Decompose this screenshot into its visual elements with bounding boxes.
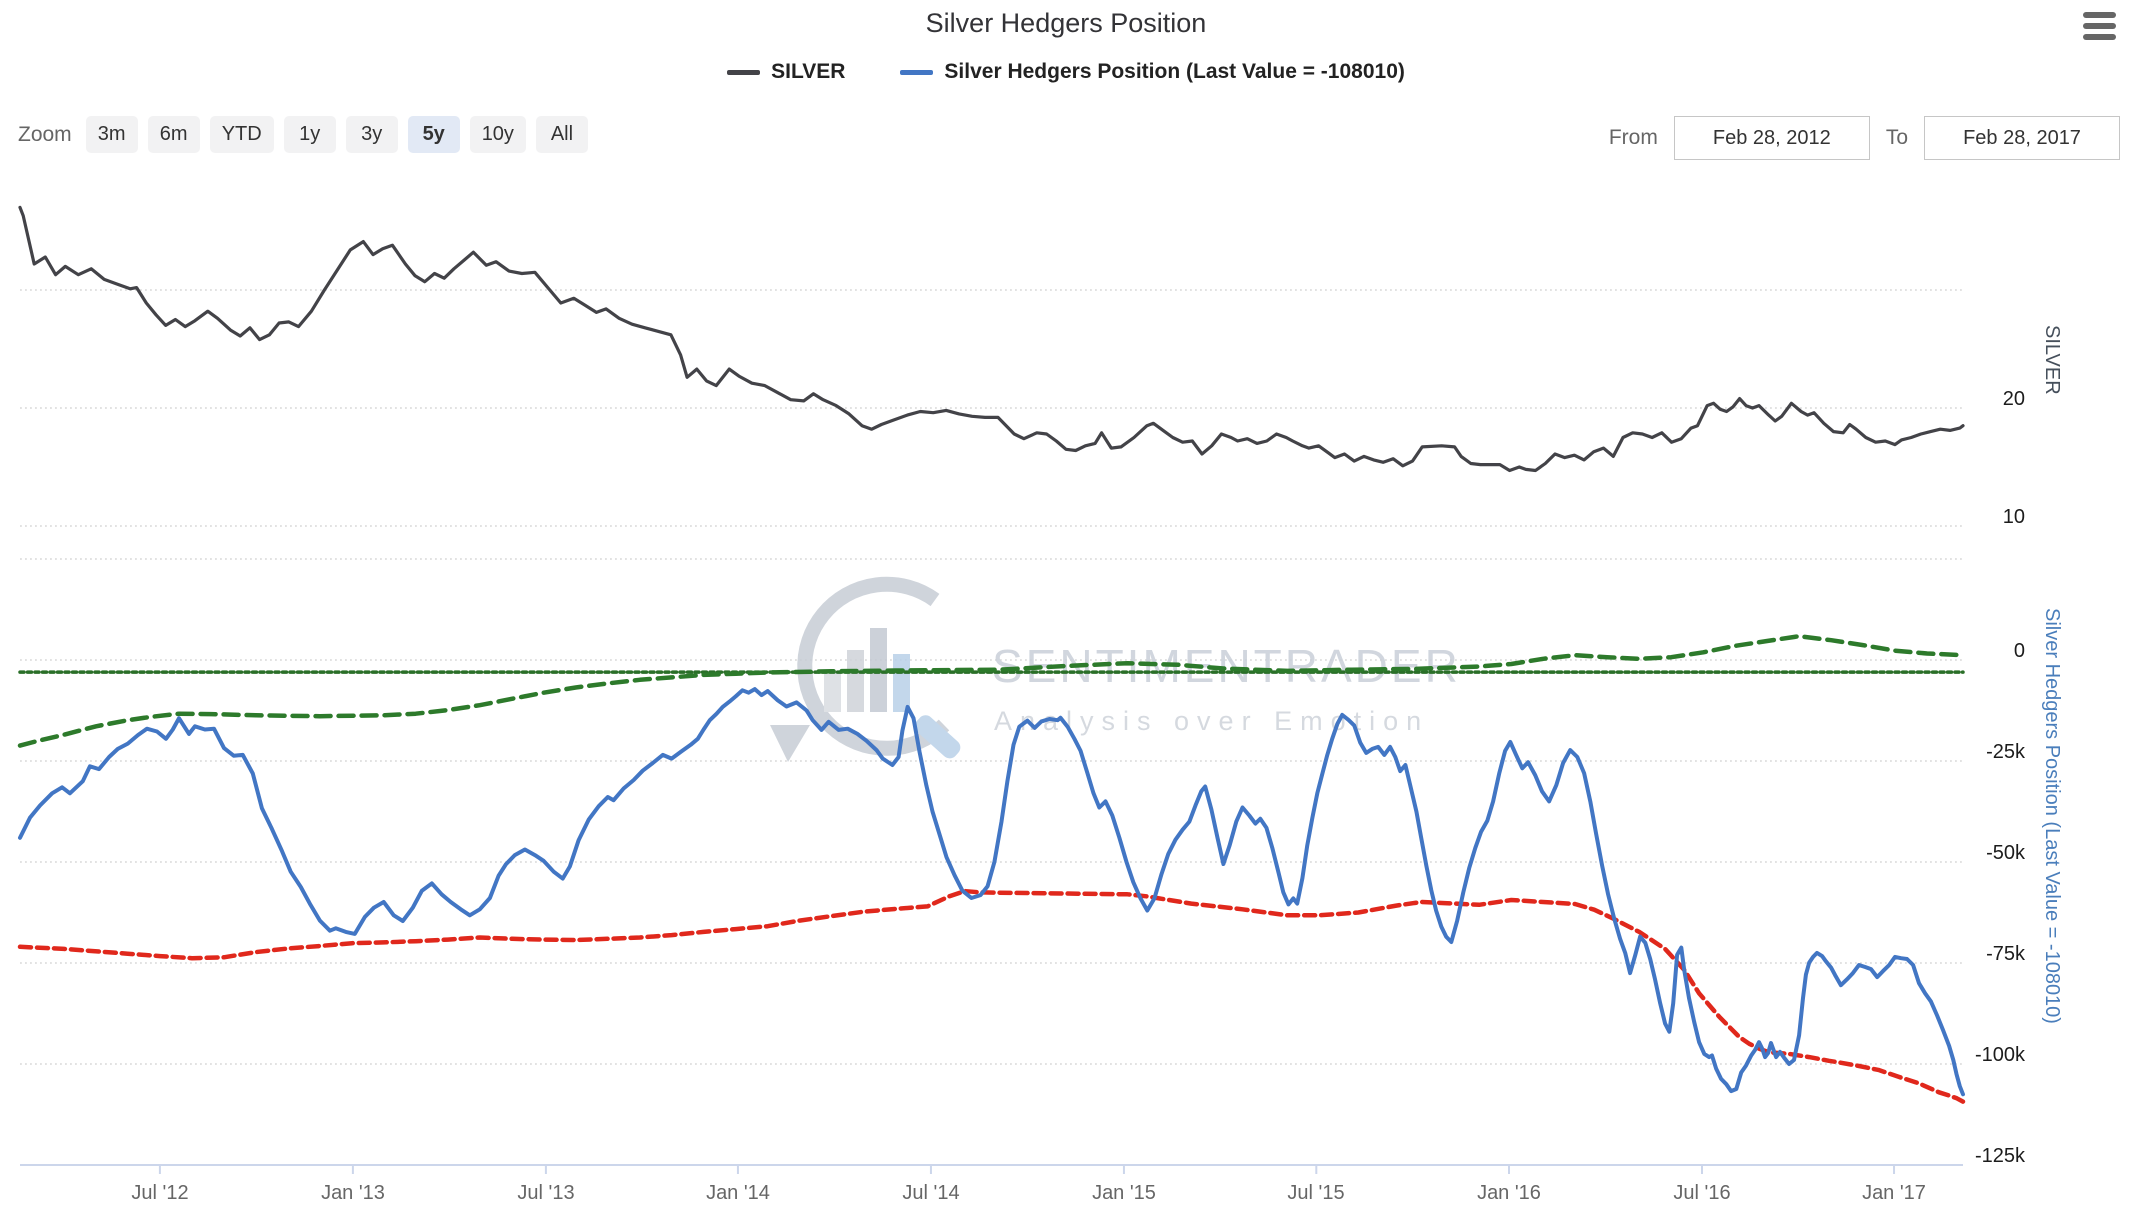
zoom-button-3y[interactable]: 3y <box>345 116 398 153</box>
y-label-silver-10: 10 <box>2002 506 2025 528</box>
hamburger-bar <box>2083 12 2116 18</box>
hedgers-series-swatch <box>900 69 934 75</box>
x-label-jan13: Jan '13 <box>321 1182 385 1204</box>
hamburger-menu-icon[interactable] <box>2083 12 2116 42</box>
from-label: From <box>1608 126 1658 149</box>
date-range-group: From To <box>1609 116 2120 160</box>
x-axis <box>20 1164 1963 1174</box>
x-label-jan16: Jan '16 <box>1477 1182 1541 1204</box>
hedgers-axis-title: Silver Hedgers Position (Last Value = -1… <box>2041 608 2063 1024</box>
x-label-jan17: Jan '17 <box>1862 1182 1926 1204</box>
series-lines <box>17 205 1966 1104</box>
x-label-jul15: Jul '15 <box>1287 1182 1345 1204</box>
x-label-jan15: Jan '15 <box>1092 1182 1156 1204</box>
x-label-jul16: Jul '16 <box>1673 1182 1731 1204</box>
y-label--100k: -100k <box>1974 1044 2025 1066</box>
zoom-button-1y[interactable]: 1y <box>283 116 336 153</box>
y-label-0: 0 <box>2013 640 2025 662</box>
zoom-button-6m[interactable]: 6m <box>147 116 200 153</box>
page-title: Silver Hedgers Position <box>925 8 1207 38</box>
from-date-input[interactable] <box>1673 116 1870 160</box>
zoom-button-all[interactable]: All <box>535 116 588 153</box>
legend-label-silver: SILVER <box>771 60 846 83</box>
silver-axis-title: SILVER <box>2041 325 2063 395</box>
zoom-button-10y[interactable]: 10y <box>469 116 526 153</box>
y-label--25k: -25k <box>1986 741 2025 763</box>
zoom-button-3m[interactable]: 3m <box>85 116 138 153</box>
to-label: To <box>1885 126 1908 149</box>
x-label-jan14: Jan '14 <box>706 1182 770 1204</box>
to-date-input[interactable] <box>1924 116 2120 160</box>
hamburger-bar <box>2083 34 2116 40</box>
zoom-label: Zoom <box>18 122 72 146</box>
x-label-jul13: Jul '13 <box>517 1182 575 1204</box>
zoom-button-5y[interactable]: 5y <box>407 116 460 153</box>
zoom-button-ytd[interactable]: YTD <box>209 116 274 153</box>
gridlines <box>20 289 1963 1065</box>
range-selector: Zoom 3m 6m YTD 1y 3y 5y 10y All From To <box>0 116 2132 160</box>
hamburger-bar <box>2083 23 2116 29</box>
legend-item-hedgers[interactable]: Silver Hedgers Position (Last Value = -1… <box>900 60 1405 84</box>
silver-series-swatch <box>727 69 761 75</box>
zoom-button-group: Zoom 3m 6m YTD 1y 3y 5y 10y All <box>18 116 588 153</box>
x-label-jul12: Jul '12 <box>131 1182 189 1204</box>
legend-item-silver[interactable]: SILVER <box>727 60 845 84</box>
legend-label-hedgers: Silver Hedgers Position (Last Value = -1… <box>944 60 1405 83</box>
y-label--75k: -75k <box>1986 943 2025 965</box>
x-label-jul14: Jul '14 <box>902 1182 960 1204</box>
y-label-silver-20: 20 <box>2002 388 2025 410</box>
y-label--50k: -50k <box>1986 842 2025 864</box>
y-label--125k: -125k <box>1974 1145 2025 1167</box>
chart-legend: SILVER Silver Hedgers Position (Last Val… <box>0 60 2132 84</box>
